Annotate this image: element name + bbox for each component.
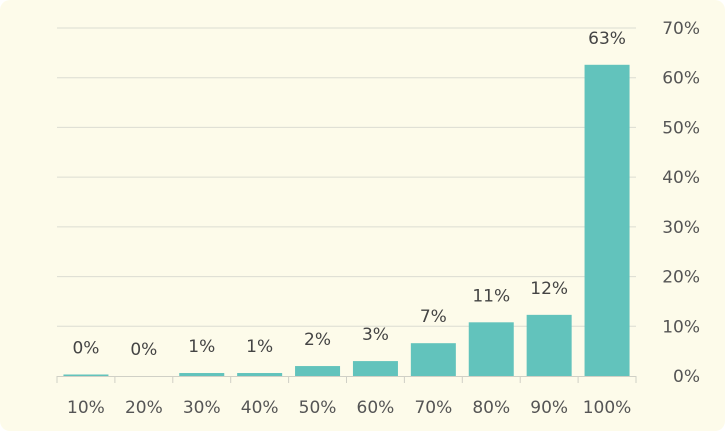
y-tick-label: 0% <box>673 367 700 387</box>
x-tick-label: 30% <box>183 398 221 418</box>
data-label: 1% <box>246 337 273 357</box>
data-label: 0% <box>72 339 99 359</box>
x-axis <box>56 376 637 383</box>
y-tick-label: 50% <box>662 118 700 138</box>
data-label: 0% <box>130 340 157 360</box>
x-axis-ticks: 10% 20% 30% 40% 50% 60% 70% 80% 90% 100% <box>67 398 631 418</box>
data-label: 12% <box>530 279 568 299</box>
bars <box>63 64 630 376</box>
bar-40pct <box>237 373 283 376</box>
x-tick-label: 90% <box>530 398 568 418</box>
y-tick-label: 30% <box>662 218 700 238</box>
x-tick-label: 50% <box>299 398 337 418</box>
bar-70pct <box>410 343 456 376</box>
x-tick-label: 10% <box>67 398 105 418</box>
y-tick-label: 40% <box>662 168 700 188</box>
data-label: 3% <box>362 325 389 345</box>
bar-100pct <box>584 64 630 376</box>
data-labels: 0% 0% 1% 1% 2% 3% 7% 11% 12% 63% <box>72 29 625 360</box>
gridlines <box>57 27 636 327</box>
bar-80pct <box>468 322 514 376</box>
y-tick-label: 10% <box>662 317 700 337</box>
data-label: 7% <box>420 307 447 327</box>
y-tick-label: 60% <box>662 69 700 89</box>
y-axis-ticks: 0% 10% 20% 30% 40% 50% 60% 70% <box>662 19 700 387</box>
x-tick-label: 40% <box>241 398 279 418</box>
bar-60pct <box>352 361 398 376</box>
x-tick-label: 100% <box>583 398 632 418</box>
data-label: 2% <box>304 330 331 350</box>
data-label: 11% <box>472 286 510 306</box>
bar-30pct <box>179 373 225 376</box>
y-tick-label: 70% <box>662 19 700 39</box>
y-tick-label: 20% <box>662 268 700 288</box>
x-tick-label: 80% <box>472 398 510 418</box>
bar-10pct <box>63 374 109 376</box>
bar-90pct <box>526 314 572 376</box>
x-tick-label: 60% <box>357 398 395 418</box>
data-label: 63% <box>588 29 626 49</box>
x-tick-label: 20% <box>125 398 163 418</box>
data-label: 1% <box>188 337 215 357</box>
x-tick-label: 70% <box>414 398 452 418</box>
bar-50pct <box>295 366 341 376</box>
